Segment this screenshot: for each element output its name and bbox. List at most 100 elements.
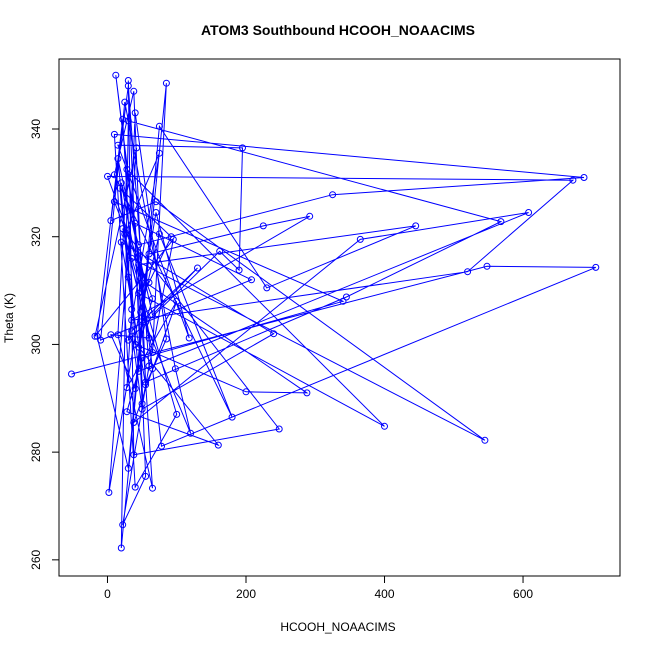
data-point [275,425,283,433]
data-point [110,130,118,138]
data-point [270,330,278,338]
data-point [93,332,101,340]
data-point [131,109,139,117]
data-point [342,293,350,301]
data-point [104,172,111,180]
data-point [149,484,156,492]
data-point [142,318,150,326]
data-point [138,354,146,362]
chart-title: ATOM3 Southbound HCOOH_NOAACIMS [201,22,475,38]
x-tick-label: 400 [375,587,395,601]
data-point [121,98,129,106]
data-point [110,198,118,206]
data-point [138,400,146,408]
y-tick-label: 320 [29,226,43,246]
y-tick-label: 340 [29,119,43,139]
y-tick-label: 260 [29,550,43,570]
data-point [171,365,179,373]
data-point [149,311,156,319]
data-point [142,381,150,389]
data-point [149,349,156,356]
data-point [97,336,105,344]
data-point [128,316,136,324]
data-point [162,79,170,87]
data-point [158,442,165,450]
data-point [145,279,153,286]
data-point [142,472,150,480]
data-point [137,308,145,316]
data-point [123,165,131,173]
data-point [117,238,125,246]
data-point [128,305,136,313]
data-point [124,82,132,90]
data-point [214,441,222,449]
x-axis: 0 200 400 600 [104,575,533,601]
data-point [187,429,195,437]
data-point [131,483,139,491]
data-point [155,230,163,238]
data-point [155,149,163,157]
data-point [259,222,267,230]
data-point [152,209,160,216]
data-point [162,335,170,343]
data-point [124,464,132,472]
data-point [123,408,131,416]
data-point [114,141,122,149]
data-point [131,340,139,348]
data-point [329,191,337,199]
data-point [119,521,127,529]
data-point [112,71,120,79]
data-point [133,144,141,152]
x-tick-label: 600 [513,587,533,601]
y-axis-label: Theta (K) [2,293,16,343]
data-point [173,410,181,418]
data-point [149,295,156,303]
data-point [135,289,143,297]
data-point [131,219,139,227]
y-tick-label: 280 [29,442,43,462]
data-point [116,184,124,192]
data-point [235,266,243,274]
x-tick-label: 200 [236,587,256,601]
y-tick-label: 300 [29,334,43,354]
data-point [124,273,132,281]
data-point [155,122,163,130]
data-point [124,336,132,344]
data-point [117,544,125,552]
data-point [135,367,143,375]
data-point [194,264,201,272]
data-point [339,297,347,305]
data-point [592,263,600,271]
data-point [356,235,364,243]
data-point [110,171,118,179]
data-point [263,284,271,292]
data-point [497,218,505,226]
data-point [239,144,246,152]
data-point [121,230,129,238]
data-point [128,254,136,262]
data-point [569,176,577,184]
data-point [216,247,224,255]
data-point [142,378,150,386]
data-point [185,334,193,342]
data-point [123,384,131,391]
data-point [105,489,113,496]
data-point [107,331,115,339]
series-line [71,75,596,549]
data-point [580,174,588,181]
y-axis: 260 280 300 320 340 [29,119,60,570]
data-point [114,155,122,163]
data-point [483,262,491,270]
data-point [242,388,250,396]
data-point [68,370,75,378]
data-point [130,87,138,95]
x-tick-label: 0 [104,587,111,601]
data-point [135,241,143,249]
data-point [228,413,236,421]
data-point [145,334,153,342]
data-point [142,279,150,286]
data-point [114,331,122,339]
data-point [124,77,132,84]
data-point [107,217,115,225]
data-point [130,419,138,426]
